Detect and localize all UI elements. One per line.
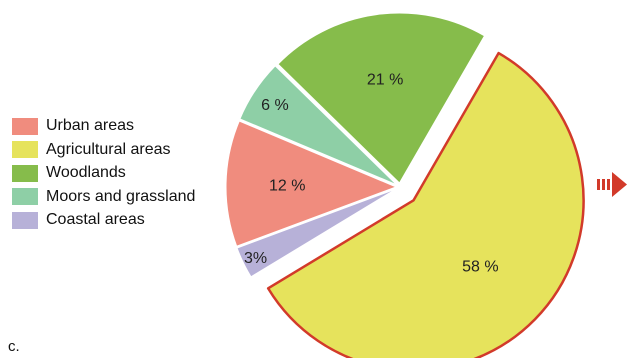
- legend-item-coastal-areas: Coastal areas: [12, 210, 195, 230]
- legend-item-moors-and-grassland: Moors and grassland: [12, 187, 195, 207]
- legend: Urban areas Agricultural areas Woodlands Mo…: [12, 116, 195, 230]
- legend-label: Urban areas: [46, 117, 135, 134]
- slice-label-moors-and-grassland: 6 %: [261, 97, 289, 114]
- legend-swatch: [12, 141, 38, 158]
- legend-label: Agricultural areas: [46, 140, 171, 158]
- slice-label-urban-areas: 12 %: [269, 178, 305, 195]
- pie-slice-moors-and-grassland: [239, 65, 398, 186]
- pie-slice-woodlands: [277, 12, 485, 184]
- legend-item-agricultural-areas: Agricultural areas: [12, 140, 195, 160]
- legend-label: Woodlands: [46, 164, 126, 181]
- legend-item-woodlands: Woodlands: [12, 163, 195, 183]
- legend-item-urban-areas: Urban areas: [12, 116, 195, 136]
- legend-swatch: [12, 164, 38, 182]
- pie-slice-coastal-areas: [236, 188, 397, 278]
- legend-swatch: [12, 117, 38, 135]
- slice-label-coastal-areas: 3%: [244, 250, 267, 267]
- legend-swatch: [12, 188, 38, 205]
- slice-label-woodlands: 21 %: [367, 72, 403, 89]
- pie-slice-agricultural-areas: [266, 51, 585, 358]
- pie-slice-urban-areas: [225, 120, 397, 247]
- legend-label: Moors and grassland: [46, 187, 196, 205]
- legend-label: Coastal areas: [46, 211, 145, 228]
- legend-swatch: [12, 211, 38, 229]
- arrow-right-icon: [597, 172, 627, 197]
- slice-label-agricultural-areas: 58 %: [462, 259, 498, 276]
- panel-letter: c.: [8, 338, 20, 355]
